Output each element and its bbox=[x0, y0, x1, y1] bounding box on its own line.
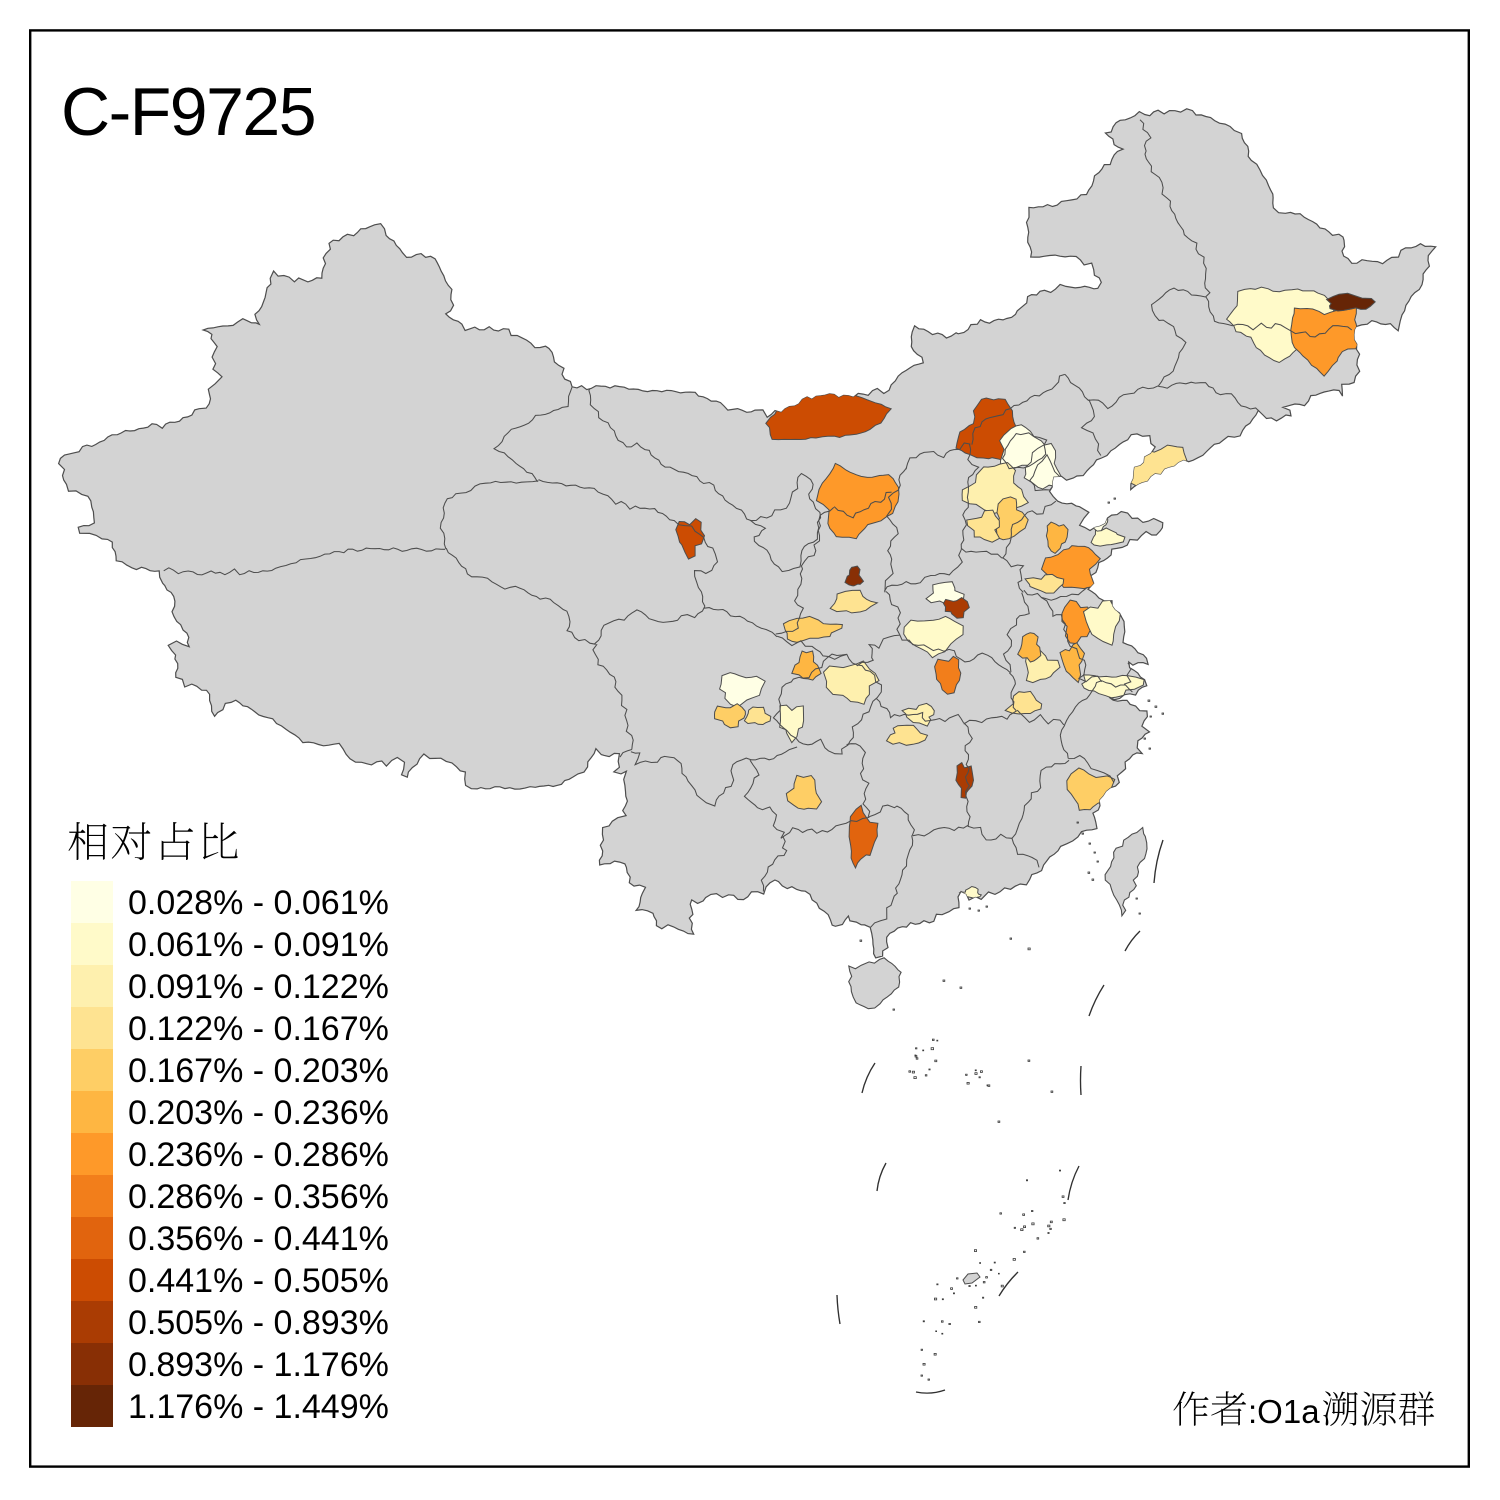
svg-text::O1a: :O1a bbox=[1248, 1393, 1320, 1430]
svg-text:C-F9725: C-F9725 bbox=[61, 74, 315, 150]
svg-text:0.441% - 0.505%: 0.441% - 0.505% bbox=[128, 1262, 389, 1300]
svg-text:0.893% - 1.176%: 0.893% - 1.176% bbox=[128, 1346, 389, 1384]
svg-text:0.203% - 0.236%: 0.203% - 0.236% bbox=[128, 1094, 389, 1132]
svg-text:1.176% - 1.449%: 1.176% - 1.449% bbox=[128, 1388, 389, 1426]
svg-text:0.356% - 0.441%: 0.356% - 0.441% bbox=[128, 1220, 389, 1258]
svg-text:0.167% - 0.203%: 0.167% - 0.203% bbox=[128, 1052, 389, 1090]
svg-text:0.061% - 0.091%: 0.061% - 0.091% bbox=[128, 926, 389, 964]
svg-text:0.286% - 0.356%: 0.286% - 0.356% bbox=[128, 1178, 389, 1216]
svg-text:0.236% - 0.286%: 0.236% - 0.286% bbox=[128, 1136, 389, 1174]
svg-text:0.028% - 0.061%: 0.028% - 0.061% bbox=[128, 884, 389, 922]
svg-text:0.122% - 0.167%: 0.122% - 0.167% bbox=[128, 1010, 389, 1048]
svg-text:0.091% - 0.122%: 0.091% - 0.122% bbox=[128, 968, 389, 1006]
svg-text:0.505% - 0.893%: 0.505% - 0.893% bbox=[128, 1304, 389, 1342]
